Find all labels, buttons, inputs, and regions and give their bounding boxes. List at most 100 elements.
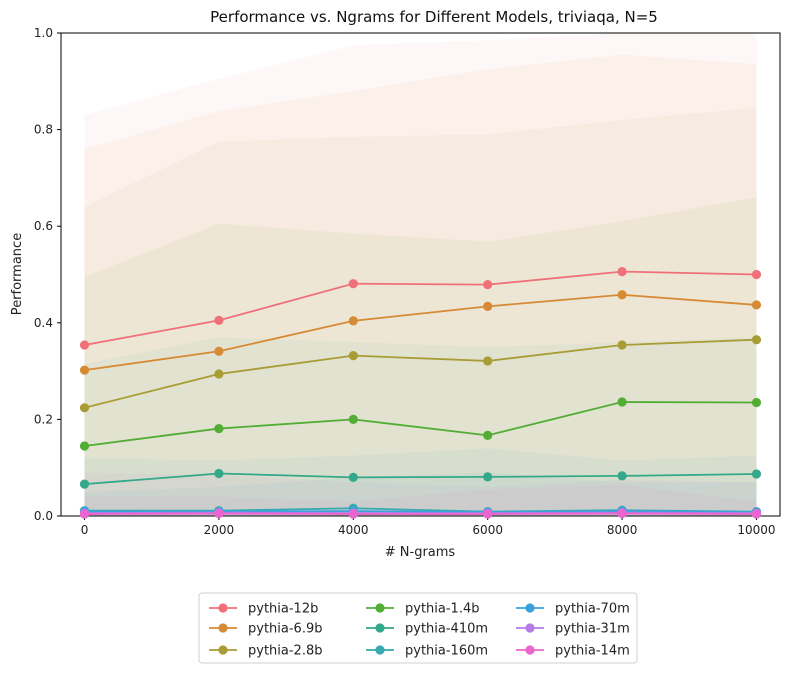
band-pythia-6.9b xyxy=(84,54,757,516)
legend-label: pythia-14m xyxy=(555,644,630,659)
band-pythia-14m xyxy=(84,484,757,516)
line-pythia-2.8b xyxy=(84,338,757,409)
band-pythia-31m xyxy=(84,472,757,516)
point-pythia-410m xyxy=(79,479,90,489)
point-pythia-410m xyxy=(617,471,627,481)
legend-marker xyxy=(525,603,535,613)
x-tick-label: 10000 xyxy=(737,523,775,537)
band-pythia-12b xyxy=(84,33,757,516)
confidence-bands xyxy=(84,33,757,516)
point-pythia-14m xyxy=(483,509,493,519)
point-pythia-12b xyxy=(79,340,90,350)
legend: pythia-12b pythia-6.9b pythia-2.8b pythia-1… xyxy=(198,592,638,664)
point-pythia-1.4b xyxy=(617,397,627,407)
line-pythia-70m xyxy=(84,510,757,514)
chart-title: Performance vs. Ngrams for Different Mod… xyxy=(210,8,658,26)
legend-item-pythia-6.9b: pythia-6.9b xyxy=(209,622,322,637)
x-tick-label: 4000 xyxy=(338,523,369,537)
point-pythia-2.8b xyxy=(214,369,224,379)
legend-marker xyxy=(375,623,385,633)
point-pythia-12b xyxy=(483,280,493,290)
legend-item-pythia-1.4b: pythia-1.4b xyxy=(366,602,479,617)
series-pythia-14m xyxy=(79,508,762,519)
legend-label: pythia-2.8b xyxy=(248,644,322,659)
legend-marker xyxy=(218,645,228,655)
point-pythia-14m xyxy=(751,509,762,519)
x-tick-label: 6000 xyxy=(472,523,503,537)
legend-label: pythia-410m xyxy=(405,622,488,637)
y-axis-label: Performance xyxy=(10,233,25,315)
series-pythia-410m xyxy=(79,468,762,489)
legend-item-pythia-31m: pythia-31m xyxy=(516,622,630,637)
point-pythia-6.9b xyxy=(214,346,224,356)
point-pythia-410m xyxy=(751,469,762,479)
point-pythia-14m xyxy=(348,509,358,519)
series-pythia-12b xyxy=(79,267,762,350)
point-pythia-14m xyxy=(79,509,90,519)
point-pythia-410m xyxy=(214,468,224,479)
point-pythia-2.8b xyxy=(79,403,90,413)
point-pythia-12b xyxy=(751,269,762,280)
band-pythia-2.8b xyxy=(84,107,757,516)
legend-marker xyxy=(218,603,228,613)
x-tick-label: 2000 xyxy=(204,523,235,537)
point-pythia-12b xyxy=(348,279,358,289)
point-pythia-6.9b xyxy=(751,300,762,310)
line-pythia-1.4b xyxy=(84,401,757,447)
line-pythia-6.9b xyxy=(84,293,757,372)
legend-label: pythia-70m xyxy=(555,602,630,617)
series-pythia-1.4b xyxy=(79,397,762,451)
point-pythia-12b xyxy=(214,315,224,325)
point-pythia-6.9b xyxy=(348,316,358,326)
point-pythia-410m xyxy=(483,472,493,482)
legend-marker xyxy=(375,603,385,613)
legend-label: pythia-6.9b xyxy=(248,622,322,637)
point-pythia-2.8b xyxy=(483,356,493,366)
line-pythia-410m xyxy=(84,472,757,486)
legend-item-pythia-410m: pythia-410m xyxy=(366,622,488,637)
y-tick-label: 0.0 xyxy=(34,509,53,523)
x-axis-label: # N-grams xyxy=(385,545,456,560)
y-tick-label: 1.0 xyxy=(34,26,53,40)
point-pythia-12b xyxy=(617,267,627,277)
legend-label: pythia-1.4b xyxy=(405,602,479,617)
axes: 0 2000 4000 6000 8000 10000 0.0 0.2 0.4 0.6 0.8 1.0 xyxy=(34,26,781,537)
band-pythia-160m xyxy=(84,448,757,516)
point-pythia-6.9b xyxy=(617,290,627,300)
point-pythia-1.4b xyxy=(79,441,90,451)
point-pythia-1.4b xyxy=(348,414,358,424)
legend-item-pythia-12b: pythia-12b xyxy=(209,602,318,617)
point-pythia-14m xyxy=(617,508,627,519)
band-pythia-70m xyxy=(84,472,757,516)
legend-item-pythia-70m: pythia-70m xyxy=(516,602,630,617)
legend-marker xyxy=(525,623,535,633)
point-pythia-14m xyxy=(214,508,224,519)
point-pythia-2.8b xyxy=(617,340,627,350)
legend-label: pythia-12b xyxy=(248,602,318,617)
plot-frame xyxy=(60,32,781,517)
legend-item-pythia-160m: pythia-160m xyxy=(366,644,488,659)
legend-label: pythia-160m xyxy=(405,644,488,659)
point-pythia-1.4b xyxy=(214,423,224,434)
legend-marker xyxy=(375,645,385,655)
legend-marker xyxy=(218,623,228,633)
point-pythia-2.8b xyxy=(348,351,358,361)
x-tick-label: 8000 xyxy=(607,523,638,537)
y-tick-label: 0.6 xyxy=(34,219,53,233)
legend-item-pythia-2.8b: pythia-2.8b xyxy=(209,644,322,659)
line-pythia-12b xyxy=(84,270,757,346)
series-pythia-2.8b xyxy=(79,335,762,413)
y-tick-label: 0.2 xyxy=(34,412,53,426)
x-tick-label: 0 xyxy=(81,523,89,537)
legend-item-pythia-14m: pythia-14m xyxy=(516,644,630,659)
series-pythia-6.9b xyxy=(79,290,762,375)
point-pythia-6.9b xyxy=(79,365,90,375)
series-lines xyxy=(79,267,762,519)
legend-marker xyxy=(525,645,535,655)
y-tick-label: 0.4 xyxy=(34,316,53,330)
legend-label: pythia-31m xyxy=(555,622,630,637)
point-pythia-6.9b xyxy=(483,301,493,311)
point-pythia-2.8b xyxy=(751,335,762,345)
y-tick-label: 0.8 xyxy=(34,123,53,137)
